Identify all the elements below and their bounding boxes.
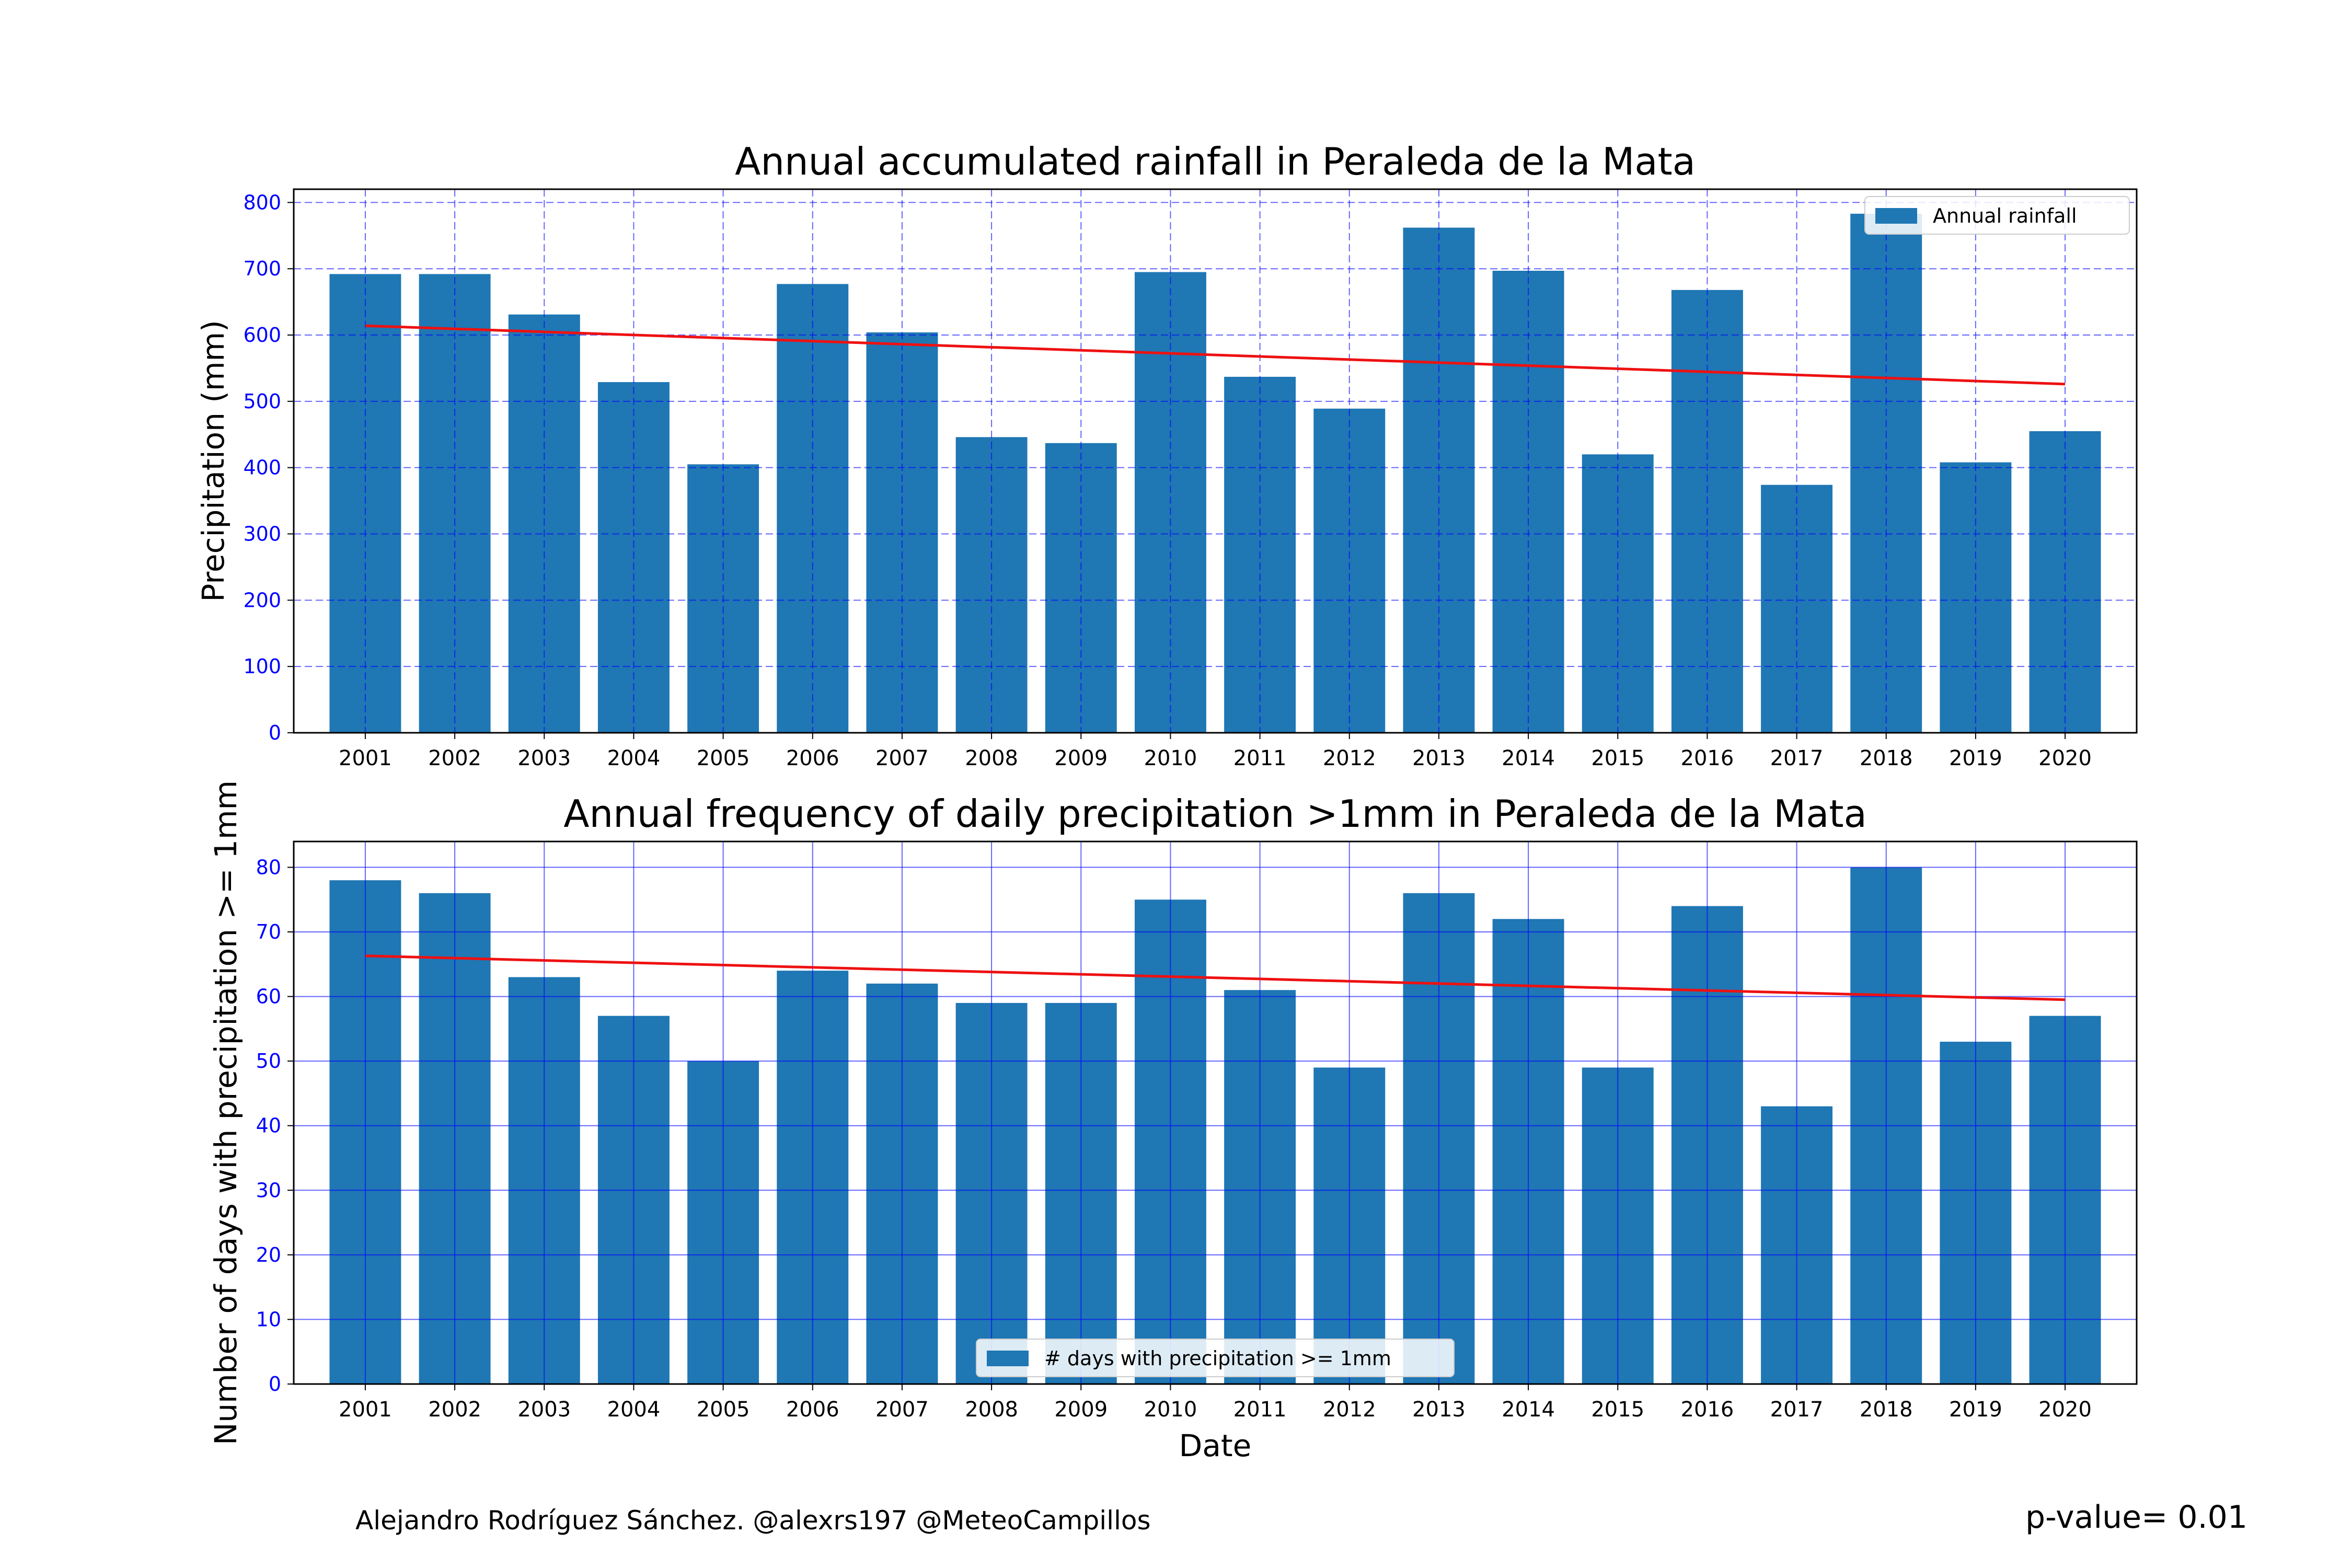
rainfall-xtick-label: 2009 (1054, 746, 1108, 770)
days-ytick-label: 0 (269, 1373, 281, 1396)
days-xtick-label: 2009 (1054, 1398, 1108, 1422)
days-xtick-label: 2003 (517, 1398, 571, 1422)
days-xtick-label: 2001 (339, 1398, 392, 1422)
rainfall-ytick-label: 300 (243, 523, 281, 546)
days-trend-line (365, 954, 2066, 1001)
days-legend-label: # days with precipitation >= 1mm (1044, 1347, 1391, 1370)
rainfall-xtick-label: 2017 (1770, 746, 1824, 770)
rainfall-ytick-label: 800 (243, 191, 281, 214)
days-xtick-label: 2002 (428, 1398, 481, 1422)
rainfall-ylabel: Precipitation (mm) (195, 320, 231, 602)
rainfall-xtick-label: 2014 (1502, 746, 1555, 770)
p-value-text: p-value= 0.01 (2025, 1499, 2247, 1536)
rainfall-xtick-label: 2006 (786, 746, 839, 770)
rainfall-chart-title: Annual accumulated rainfall in Peraleda … (735, 140, 1696, 183)
rainfall-xtick-label: 2005 (697, 746, 750, 770)
rainfall-ytick-label: 0 (269, 721, 281, 744)
rainfall-xtick-label: 2019 (1949, 746, 2002, 770)
days-ytick-label: 10 (256, 1308, 281, 1331)
rainfall-legend-label: Annual rainfall (1933, 204, 2077, 227)
rainfall-xtick-label: 2018 (1860, 746, 1913, 770)
days-ytick-label: 80 (256, 856, 281, 879)
rainfall-xtick-label: 2008 (965, 746, 1018, 770)
rainfall-ytick-label: 600 (243, 324, 281, 347)
rainfall-ytick-label: 100 (243, 655, 281, 678)
days-xtick-label: 2006 (786, 1398, 839, 1422)
days-ytick-label: 20 (256, 1243, 281, 1266)
days-xtick-label: 2016 (1681, 1398, 1734, 1422)
rainfall-xtick-label: 2011 (1233, 746, 1287, 770)
days-ytick-label: 50 (256, 1050, 281, 1073)
rainfall-xtick-label: 2012 (1323, 746, 1376, 770)
rainfall-xtick-label: 2015 (1591, 746, 1644, 770)
days-xtick-label: 2011 (1233, 1398, 1287, 1422)
rainfall-xtick-label: 2003 (517, 746, 571, 770)
days-ylabel: Number of days with precipitation >= 1mm (208, 780, 244, 1445)
days-xlabel: Date (1179, 1428, 1252, 1463)
days-legend-box (976, 1339, 1455, 1377)
days-xtick-label: 2019 (1949, 1398, 2002, 1422)
rainfall-bar-2015 (1582, 454, 1654, 733)
days-xtick-label: 2005 (697, 1398, 750, 1422)
rainfall-xtick-label: 2001 (339, 746, 392, 770)
credit-text: Alejandro Rodríguez Sánchez. @alexrs197 … (355, 1505, 1151, 1536)
rainfall-ytick-label: 200 (243, 589, 281, 612)
days-ytick-label: 30 (256, 1179, 281, 1202)
rainfall-xtick-label: 2016 (1681, 746, 1734, 770)
rainfall-xtick-label: 2013 (1412, 746, 1466, 770)
rainfall-axes-frame (293, 188, 2138, 734)
rainfall-legend-box (1864, 196, 2130, 235)
days-xtick-label: 2012 (1323, 1398, 1376, 1422)
days-xtick-label: 2015 (1591, 1398, 1644, 1422)
days-axes-frame (293, 840, 2138, 1385)
rainfall-ytick-label: 400 (243, 456, 281, 479)
rainfall-xtick-label: 2004 (607, 746, 661, 770)
days-xtick-label: 2007 (875, 1398, 929, 1422)
days-xtick-label: 2017 (1770, 1398, 1824, 1422)
days-xtick-label: 2018 (1860, 1398, 1913, 1422)
rainfall-xtick-label: 2020 (2038, 746, 2092, 770)
days-ytick-label: 70 (256, 920, 281, 943)
days-xtick-label: 2020 (2038, 1398, 2092, 1422)
days-legend-swatch (987, 1351, 1029, 1366)
rainfall-trend-line (365, 324, 2066, 386)
days-xtick-label: 2010 (1144, 1398, 1197, 1422)
rainfall-ytick-label: 700 (243, 257, 281, 280)
days-ytick-label: 60 (256, 985, 281, 1008)
days-xtick-label: 2013 (1412, 1398, 1466, 1422)
days-xtick-label: 2008 (965, 1398, 1018, 1422)
rainfall-xtick-label: 2010 (1144, 746, 1197, 770)
days-xtick-label: 2004 (607, 1398, 661, 1422)
rainfall-xtick-label: 2002 (428, 746, 481, 770)
rainfall-xtick-label: 2007 (875, 746, 929, 770)
days-chart-title: Annual frequency of daily precipitation … (563, 792, 1866, 836)
days-xtick-label: 2014 (1502, 1398, 1555, 1422)
rainfall-ytick-label: 500 (243, 390, 281, 413)
days-ytick-label: 40 (256, 1114, 281, 1137)
rainfall-legend-swatch (1875, 208, 1917, 224)
